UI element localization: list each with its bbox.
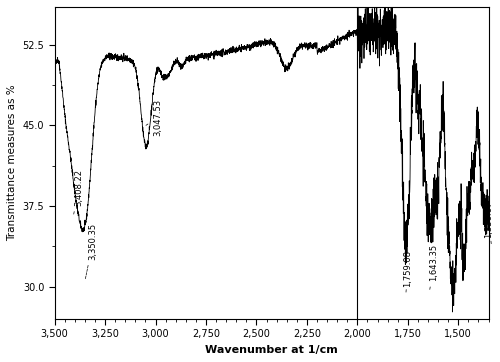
Text: 3,047.53: 3,047.53 bbox=[146, 99, 162, 136]
X-axis label: Wavenumber at 1/cm: Wavenumber at 1/cm bbox=[205, 345, 338, 355]
Text: 1,336.67: 1,336.67 bbox=[484, 201, 493, 244]
Text: 1,643.35: 1,643.35 bbox=[430, 244, 438, 290]
Y-axis label: Transmittance measures as %: Transmittance measures as % bbox=[7, 85, 17, 241]
Text: 3,408.22: 3,408.22 bbox=[74, 169, 84, 214]
Text: 3,350.35: 3,350.35 bbox=[86, 223, 98, 279]
Text: 1,759.08: 1,759.08 bbox=[404, 250, 412, 292]
